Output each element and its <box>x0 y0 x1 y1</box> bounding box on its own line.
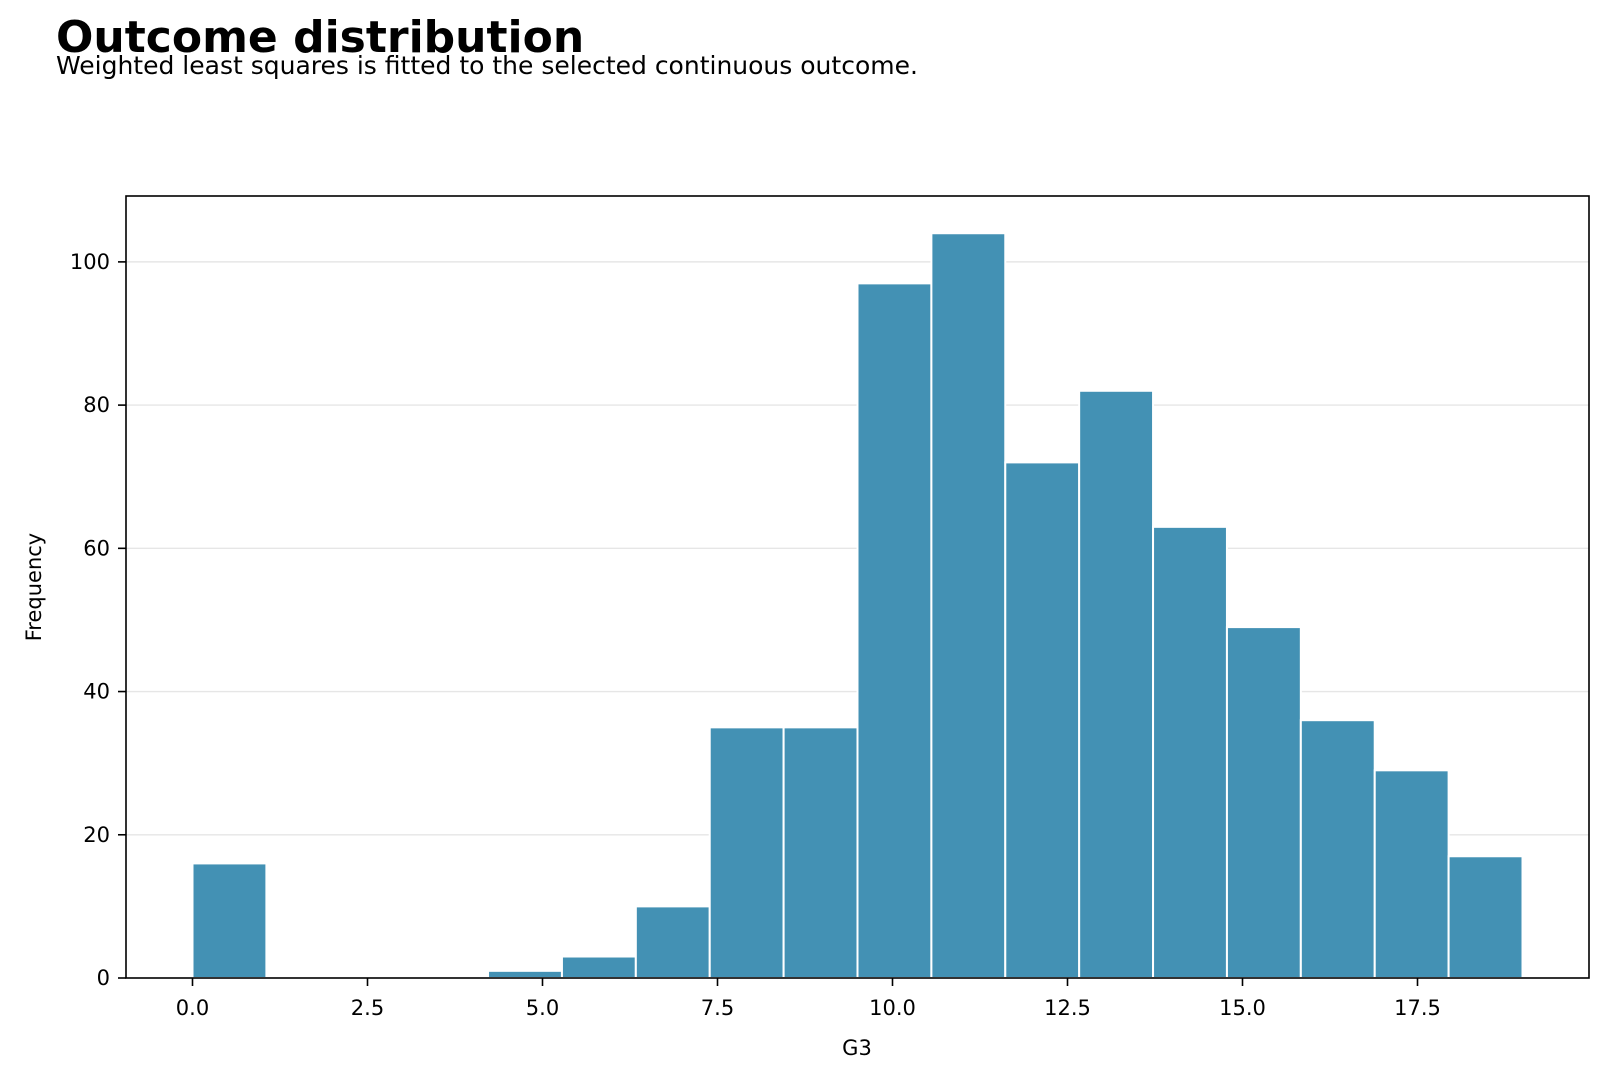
histogram-bar <box>1373 769 1450 979</box>
x-tick-label: 15.0 <box>1219 996 1266 1020</box>
histogram-bar <box>634 905 711 980</box>
y-axis-label: Frequency <box>22 533 46 642</box>
plot-frame <box>125 195 1590 979</box>
histogram-bar <box>1152 525 1228 979</box>
y-tick-label: 100 <box>70 250 110 274</box>
x-tick-label: 5.0 <box>526 996 559 1020</box>
y-tick-label: 20 <box>83 823 110 847</box>
y-tick-label: 60 <box>83 536 110 560</box>
x-tick-label: 2.5 <box>351 996 384 1020</box>
x-tick-label: 0.0 <box>176 996 209 1020</box>
x-tick-label: 10.0 <box>869 996 916 1020</box>
y-tick-label: 40 <box>83 680 110 704</box>
y-tick-label: 80 <box>83 393 110 417</box>
histogram-bar <box>708 726 785 979</box>
histogram-bar <box>1004 461 1081 979</box>
histogram-bar <box>1078 389 1155 979</box>
y-tick-label: 0 <box>97 966 110 990</box>
x-tick-label: 7.5 <box>701 996 734 1020</box>
histogram-bar <box>856 282 933 980</box>
x-axis-label: G3 <box>842 1036 872 1060</box>
histogram-bar <box>1447 855 1524 979</box>
histogram-bar <box>1225 626 1302 979</box>
histogram-bar <box>782 726 859 979</box>
x-tick-label: 12.5 <box>1044 996 1091 1020</box>
x-axis-ticks: 0.0 2.5 5.0 7.5 10.0 12.5 15.0 17.5 <box>176 978 1441 1020</box>
x-tick-label: 17.5 <box>1394 996 1441 1020</box>
histogram-bars <box>191 232 1524 980</box>
chart-subtitle: Weighted least squares is fitted to the … <box>56 51 918 80</box>
chart-title: Outcome distribution <box>56 12 585 63</box>
histogram-bar <box>930 232 1007 979</box>
y-axis-ticks: 0 20 40 60 80 100 <box>70 250 126 990</box>
histogram-bar <box>1299 719 1376 979</box>
histogram-bar <box>560 955 637 979</box>
histogram-bar <box>487 969 563 979</box>
histogram-bar <box>191 862 268 980</box>
